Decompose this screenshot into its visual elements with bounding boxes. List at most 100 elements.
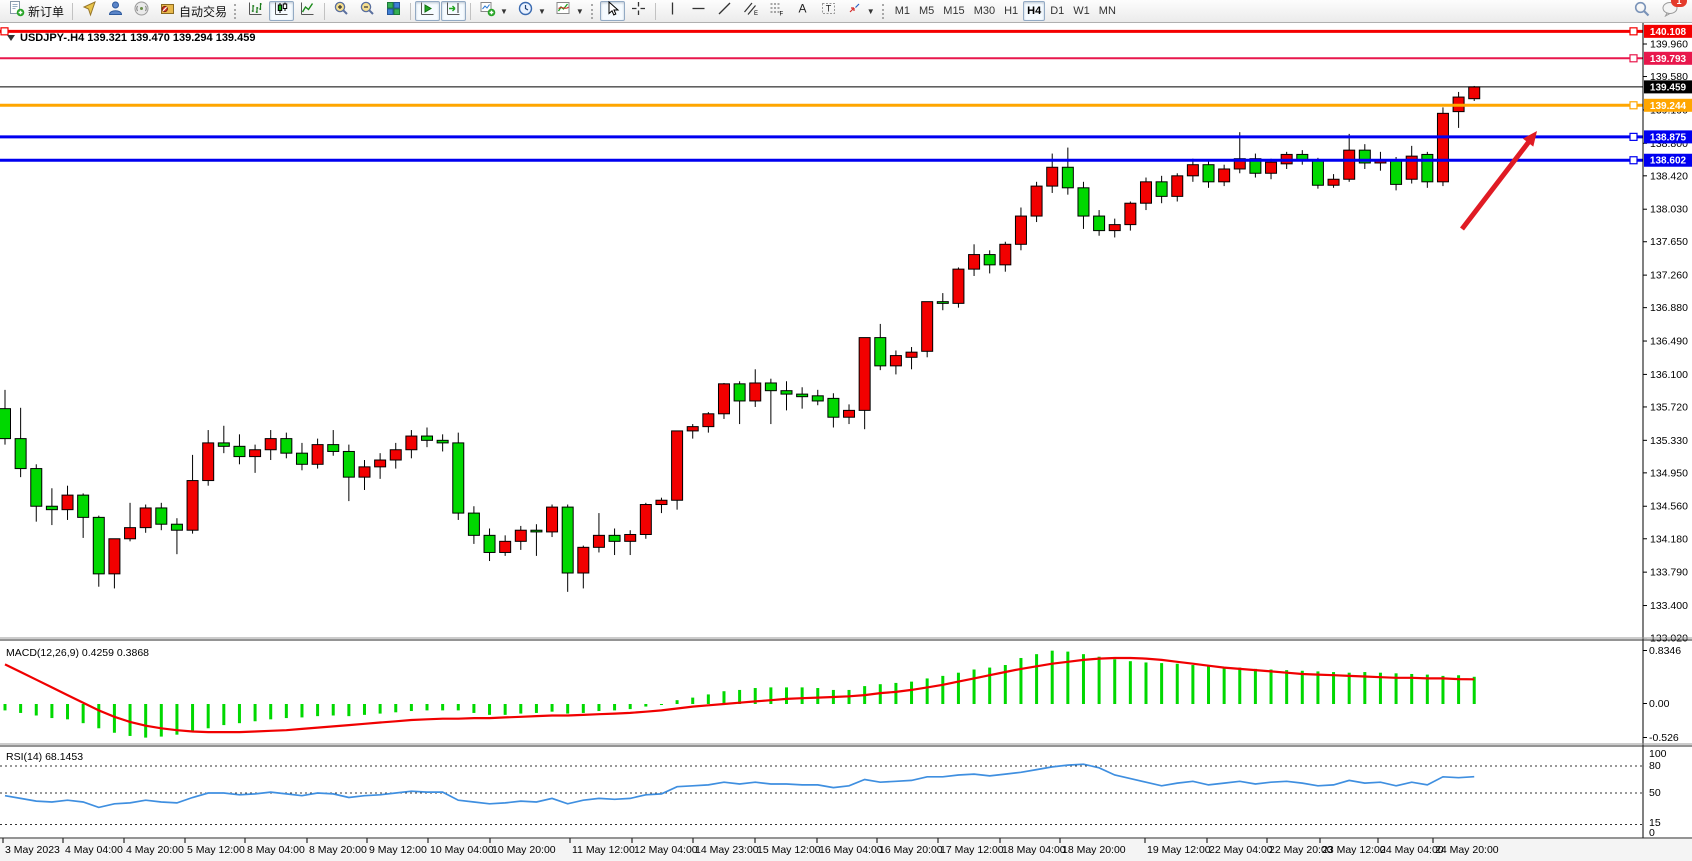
crosshair-button[interactable] bbox=[626, 1, 651, 21]
indicators-icon bbox=[555, 0, 572, 22]
trendline-tool-button[interactable] bbox=[712, 1, 737, 21]
candle bbox=[999, 243, 1012, 266]
toolbar-separator bbox=[72, 2, 74, 20]
new-chart-button[interactable]: ▼ bbox=[475, 1, 512, 21]
timeframe-label: MN bbox=[1098, 5, 1116, 17]
sounds-button[interactable] bbox=[129, 1, 154, 21]
profiles-button[interactable] bbox=[103, 1, 128, 21]
time-tick-label: 22 May 04:00 bbox=[1209, 844, 1273, 856]
line-handle[interactable] bbox=[1629, 156, 1638, 165]
time-axis-background[interactable] bbox=[0, 839, 1692, 861]
trend-arrow[interactable] bbox=[1460, 137, 1533, 231]
macd-histogram-bar bbox=[316, 704, 320, 717]
candle bbox=[905, 351, 918, 358]
candle bbox=[389, 449, 402, 461]
candle bbox=[1046, 166, 1059, 187]
community-chat-button[interactable]: 1 bbox=[1661, 0, 1687, 22]
macd-histogram-bar bbox=[1035, 654, 1039, 704]
candle bbox=[1186, 164, 1199, 177]
candle bbox=[1468, 86, 1481, 100]
macd-histogram-bar bbox=[800, 687, 804, 704]
tile-windows-button[interactable] bbox=[381, 1, 406, 21]
rsi-scale-label: 50 bbox=[1649, 787, 1661, 799]
line-handle[interactable] bbox=[1629, 27, 1638, 36]
toolbar-grip bbox=[881, 3, 886, 19]
new-order-button[interactable]: 新订单 bbox=[4, 1, 68, 21]
timeframe-m30-button[interactable]: M30 bbox=[970, 1, 999, 21]
symbol-dropdown-icon[interactable] bbox=[7, 35, 15, 41]
auto-scroll-button[interactable] bbox=[441, 0, 467, 22]
timeframe-mn-button[interactable]: MN bbox=[1095, 1, 1120, 21]
bar-chart-button[interactable] bbox=[243, 1, 268, 21]
line-handle[interactable] bbox=[1629, 101, 1638, 110]
macd-histogram-bar bbox=[206, 704, 210, 729]
price-tick-label: 134.950 bbox=[1650, 467, 1688, 479]
zoom-out-button[interactable] bbox=[355, 1, 380, 21]
channel-tool-icon: E bbox=[742, 0, 759, 22]
candle bbox=[702, 413, 715, 428]
timeframe-m15-button[interactable]: M15 bbox=[939, 1, 968, 21]
zoom-in-button[interactable] bbox=[329, 1, 354, 21]
auto-scroll-icon bbox=[445, 0, 462, 22]
zoom-out-icon bbox=[359, 0, 376, 22]
timeframe-m5-button[interactable]: M5 bbox=[915, 1, 938, 21]
candle bbox=[1311, 159, 1324, 186]
macd-histogram-bar bbox=[941, 675, 945, 704]
indicators-button[interactable]: ▼ bbox=[551, 1, 588, 21]
line-chart-button[interactable] bbox=[295, 1, 320, 21]
candle bbox=[1436, 112, 1449, 183]
macd-histogram-bar bbox=[3, 704, 7, 711]
timeframe-h1-button[interactable]: H1 bbox=[1000, 1, 1022, 21]
hline-tool-button[interactable] bbox=[686, 1, 711, 21]
toolbar-grip bbox=[234, 3, 238, 19]
cursor-button[interactable] bbox=[599, 0, 625, 21]
label-tool-button[interactable]: T bbox=[816, 1, 841, 21]
macd-histogram-bar bbox=[1285, 670, 1289, 704]
macd-histogram-bar bbox=[253, 704, 257, 722]
macd-histogram-bar bbox=[706, 694, 710, 704]
timeframe-w1-button[interactable]: W1 bbox=[1069, 1, 1094, 21]
history-center-button[interactable] bbox=[77, 1, 102, 21]
macd-histogram-bar bbox=[112, 704, 116, 733]
shift-chart-icon bbox=[419, 0, 436, 22]
chart-title: USDJPY-.H4 139.321 139.470 139.294 139.4… bbox=[20, 32, 255, 44]
shift-chart-button[interactable] bbox=[415, 0, 441, 22]
timeframe-d1-button[interactable]: D1 bbox=[1046, 1, 1068, 21]
line-handle[interactable] bbox=[1629, 132, 1638, 141]
time-tick-label: 18 May 04:00 bbox=[1002, 844, 1066, 856]
macd-histogram-bar bbox=[1081, 654, 1085, 704]
search-icon[interactable] bbox=[1633, 0, 1651, 23]
macd-histogram-bar bbox=[284, 704, 288, 719]
text-tool-button[interactable]: A bbox=[790, 1, 815, 21]
timeframe-h4-button[interactable]: H4 bbox=[1023, 1, 1046, 21]
candle bbox=[1405, 155, 1418, 180]
arrows-tool-button[interactable]: ▼ bbox=[842, 1, 879, 21]
trend-arrow-head[interactable] bbox=[1522, 131, 1537, 147]
candle-chart-button[interactable] bbox=[269, 1, 295, 21]
vline-tool-button[interactable] bbox=[660, 1, 685, 21]
period-button[interactable]: ▼ bbox=[513, 1, 550, 21]
macd-histogram-bar bbox=[488, 704, 492, 715]
candle bbox=[624, 533, 637, 542]
candle bbox=[1343, 149, 1356, 180]
candle bbox=[77, 494, 90, 518]
profile-icon bbox=[107, 0, 124, 22]
svg-text:E: E bbox=[754, 11, 758, 17]
timeframe-m1-button[interactable]: M1 bbox=[891, 1, 914, 21]
channel-tool-button[interactable]: E bbox=[738, 1, 763, 21]
fibo-tool-button[interactable]: F bbox=[764, 1, 789, 21]
macd-histogram-bar bbox=[1300, 670, 1304, 704]
macd-histogram-bar bbox=[237, 704, 241, 724]
candle bbox=[592, 534, 605, 548]
macd-histogram-bar bbox=[1363, 672, 1367, 704]
line-handle[interactable] bbox=[0, 27, 9, 36]
candle bbox=[1093, 215, 1106, 232]
line-handle[interactable] bbox=[1629, 54, 1638, 63]
price-tick-label: 134.180 bbox=[1650, 533, 1688, 545]
candle bbox=[342, 450, 355, 478]
auto-trading-button[interactable]: 自动交易 bbox=[155, 1, 231, 21]
trendline-tool-icon bbox=[716, 0, 733, 22]
new-order-label: 新订单 bbox=[28, 4, 65, 19]
toolbar-grip bbox=[590, 3, 595, 19]
